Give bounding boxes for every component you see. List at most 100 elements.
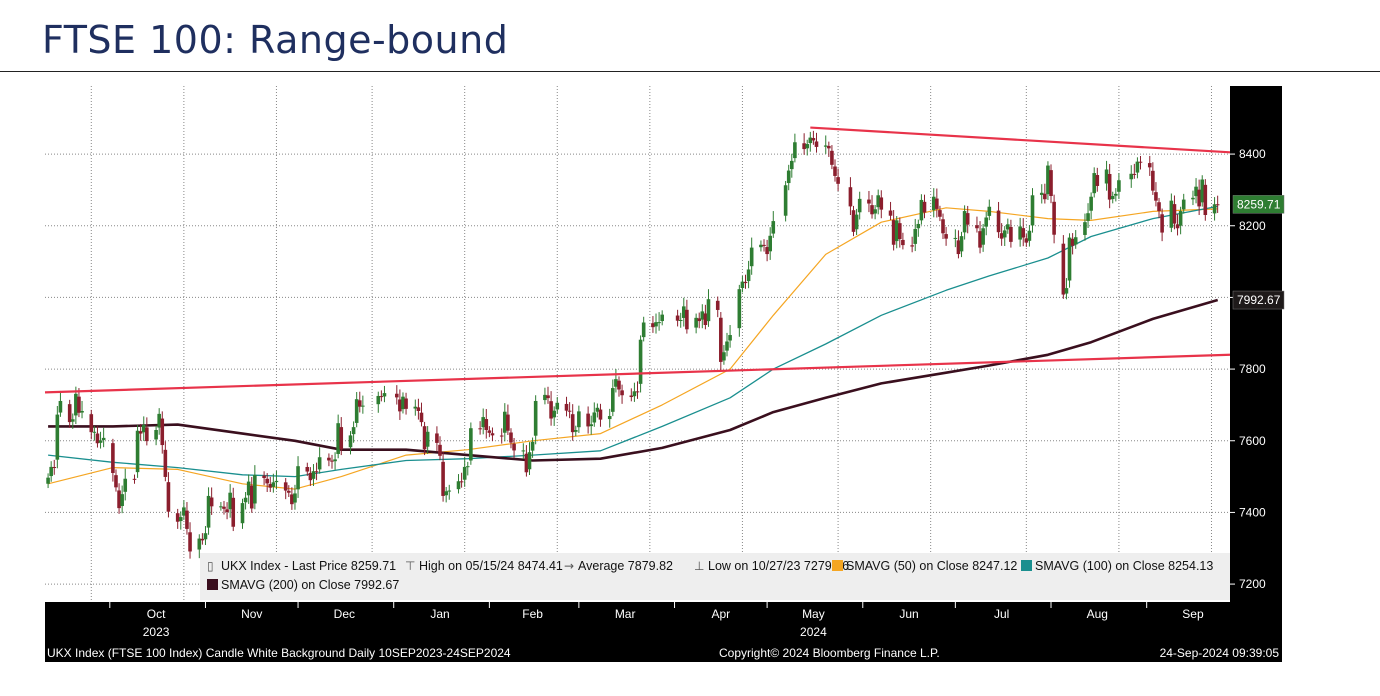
value-tag-label: 7992.67 [1237,293,1281,307]
candle-body [944,234,948,239]
candle-body [398,399,402,412]
candle-body [959,236,964,252]
candle-body [1046,165,1050,195]
candle-body [857,198,862,213]
sma-line-200 [48,298,1219,462]
candle-body [188,532,192,552]
candle-body [74,393,78,416]
candle-body [913,228,918,244]
candle-body [225,509,229,513]
x-month-label: Mar [615,607,636,621]
candle-body [413,406,418,409]
candle-body [509,432,513,443]
candle-body [1030,195,1035,226]
candle-body [283,482,288,491]
candle-body [175,513,180,522]
candle-body [163,449,168,477]
candle-body [1070,238,1075,246]
candle-body [141,424,146,433]
candle-body [848,187,853,207]
candle-body [833,166,837,176]
page-title: FTSE 100: Range-bound [42,18,509,62]
x-year-label: 2024 [800,625,827,639]
low-marker-icon: ⊥ [694,559,704,573]
candle-body [635,391,640,393]
candle-body [549,401,553,419]
candle-body [357,400,362,407]
candle-body [823,145,828,147]
candle-body [49,466,53,477]
candle-body [1194,186,1198,197]
candle-body [873,209,877,214]
candle-body [1095,175,1100,186]
candle-body [783,185,788,216]
candle-body [879,197,884,210]
candle-body [117,490,121,509]
candle-body [114,475,118,488]
candle-body [641,322,646,338]
candle-body [725,341,729,351]
plot-background [45,86,1230,602]
candle-body [123,478,128,492]
candle-body [154,430,158,440]
candle-body [617,380,621,390]
candle-body [765,247,769,255]
x-month-label: Jun [899,607,918,621]
candle-body [941,219,945,234]
candle-body [185,510,189,529]
candle-body [722,352,726,361]
candle-body [533,400,538,436]
candle-body [996,210,1001,233]
x-month-label: Sep [1182,607,1204,621]
candle-body [694,317,698,328]
candle-body [401,396,405,410]
candle-body [228,492,232,510]
candle-body [481,417,486,428]
candle-body [499,435,504,437]
y-tick-label: 7400 [1239,505,1266,519]
candle-body [956,240,961,255]
candle-body [111,443,115,473]
candle-body [197,538,202,550]
candle-body [805,144,810,149]
candle-body [771,221,776,234]
candle-body [77,396,81,413]
candle-body [746,269,751,282]
candle-body [70,419,75,422]
candle-body [438,444,442,456]
x-month-label: Dec [334,607,355,621]
candle-body [394,393,399,398]
candle-body [132,478,137,480]
candle-body [206,495,211,528]
x-month-label: May [802,607,825,621]
candle-body [462,466,467,480]
y-tick-label: 7800 [1239,362,1266,376]
candle-body [333,459,337,462]
x-month-label: Oct [147,607,166,621]
candle-body [802,143,806,150]
sma-line-100 [48,205,1218,478]
candle-body [1006,224,1010,230]
candle-body [459,481,464,483]
candle-body [1114,193,1118,196]
candle-body [166,482,171,512]
candle-body [894,220,899,242]
candle-body [1147,163,1152,168]
candle-body [1067,237,1072,281]
candle-body [296,466,300,490]
candle-body [1191,197,1195,200]
candle-body [55,414,60,460]
candle-body [1049,170,1053,197]
candle-body [530,441,535,451]
candle-body [854,214,859,230]
candle-body [351,427,356,435]
candle-body [737,289,742,329]
candle-body [317,457,322,470]
candle-body [1135,161,1140,173]
candle-body [1092,173,1097,194]
candle-body [962,211,967,233]
candle-body [1215,204,1220,206]
candle-body [1203,184,1208,215]
trendlines [44,126,1231,394]
candle-body [52,467,57,469]
